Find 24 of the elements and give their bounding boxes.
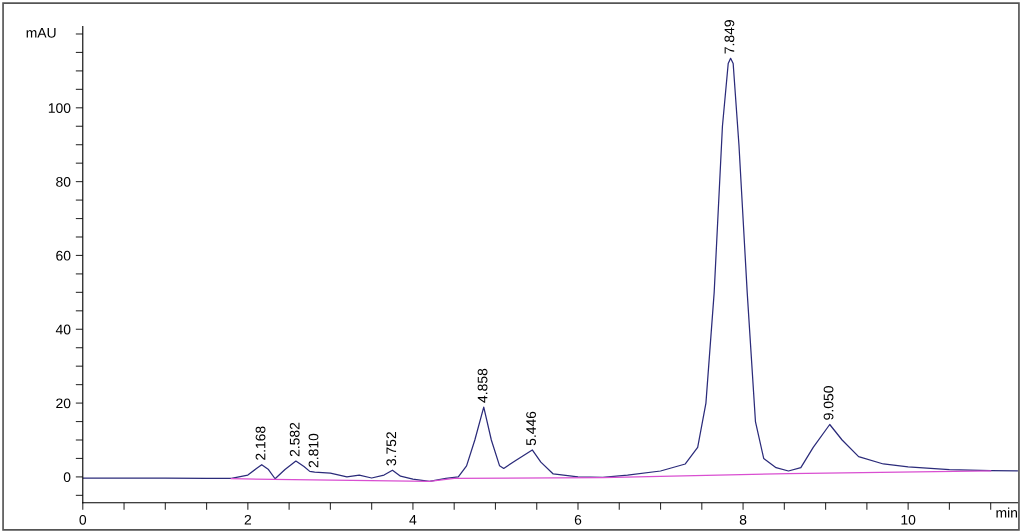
x-tick-label: 10 [901,514,916,525]
y-tick-label: 100 [48,103,71,113]
annotation: 2.582 [289,422,300,457]
annotation: 9.050 [823,386,834,420]
y-tick-label: 20 [56,398,71,409]
x-axis-title: min [996,507,1018,518]
x-tick-label: 0 [79,514,87,525]
x-tick-label: 2 [244,514,252,525]
annotation: 5.446 [526,411,536,446]
y-axis-title: mAU [26,28,56,38]
annotation: 3.752 [386,432,397,466]
annotation: 7.849 [724,20,735,54]
y-tick-label: 60 [56,250,71,261]
y-tick-label: 80 [56,176,71,187]
x-tick-label: 8 [739,514,747,525]
y-tick-label: 40 [55,324,71,335]
annotation: 2.810 [308,433,319,468]
line-series [82,57,1018,482]
line-series [230,470,992,482]
x-tick-label: 6 [574,514,582,525]
annotation: 2.168 [255,426,266,460]
annotation: 4.858 [477,368,488,403]
x-tick-label: 4 [409,515,417,525]
y-tick-label: 0 [63,472,71,483]
